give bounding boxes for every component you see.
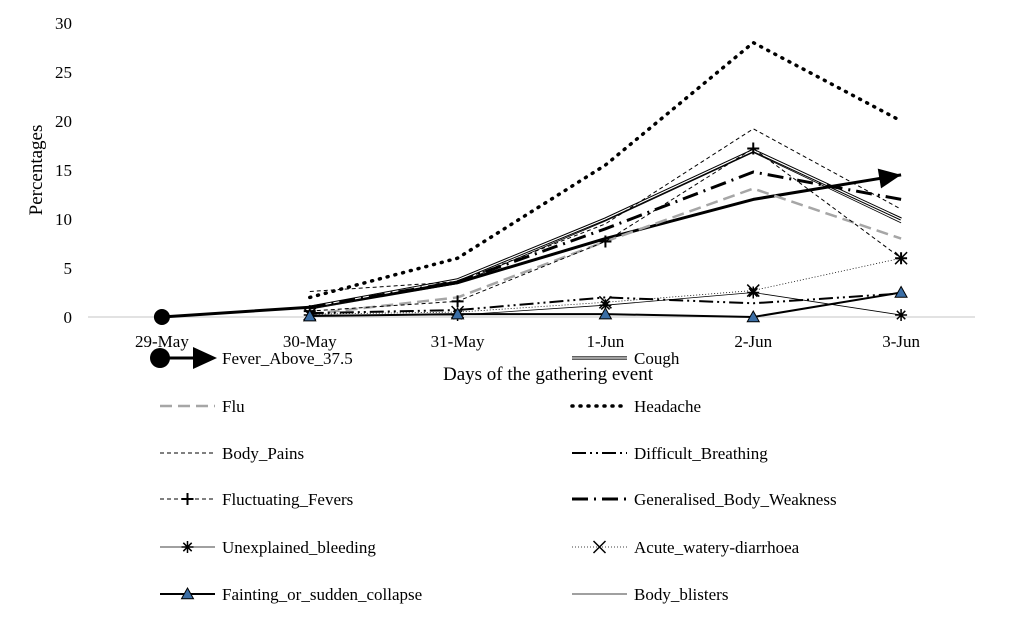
legend-label: Body_blisters [634, 585, 728, 604]
legend-point-marker [180, 586, 195, 600]
series-point-marker [598, 295, 612, 309]
legend-label: Acute_watery-diarrhoea [634, 538, 800, 557]
legend-circle-marker [150, 348, 170, 368]
legend-point-marker [181, 493, 194, 505]
legend-label: Fainting_or_sudden_collapse [222, 585, 422, 604]
chart-axes: 0 5 10 15 20 25 30 29-May 30-May 31-May 1-Jun 2-Jun… [55, 14, 975, 351]
legend-item-flu: Flu [160, 397, 245, 416]
series-line [309, 147, 902, 312]
series-line [309, 187, 902, 316]
legend-item-cough: Cough [572, 349, 680, 368]
x-tick-label: 3-Jun [882, 332, 920, 351]
legend-item-fever-above-37-5: Fever_Above_37.5 [150, 347, 353, 369]
legend-label: Body_Pains [222, 444, 304, 463]
series-line [309, 170, 902, 309]
series-point-marker [895, 309, 908, 322]
series-fainting-or-sudden-collapse [302, 285, 908, 323]
x-tick-label: 31-May [431, 332, 485, 351]
legend-label: Fluctuating_Fevers [222, 490, 353, 509]
series-point-marker [894, 285, 908, 298]
series-generalised-body-weakness [309, 170, 902, 309]
legend-item-body-pains: Body_Pains [160, 444, 304, 463]
x-tick-label: 30-May [283, 332, 337, 351]
x-tick-label: 29-May [135, 332, 189, 351]
legend-point-marker [181, 541, 194, 553]
legend-label: Flu [222, 397, 245, 416]
series-line [161, 173, 902, 319]
y-tick-label: 10 [55, 210, 72, 229]
y-tick-label: 5 [64, 259, 73, 278]
series-point-marker [302, 308, 317, 322]
y-tick-label: 20 [55, 112, 72, 131]
x-tick-label: 1-Jun [587, 332, 625, 351]
series-start-marker [153, 309, 170, 325]
legend-arrow-marker [193, 347, 217, 369]
legend-label: Headache [634, 397, 701, 416]
x-axis-title: Days of the gathering event [443, 364, 654, 385]
y-tick-label: 30 [55, 14, 72, 33]
series-line [309, 128, 902, 292]
series-point-marker [746, 284, 760, 298]
series-fever-above-37-5 [153, 168, 902, 325]
series-point-marker [599, 299, 612, 312]
legend-item-fainting-or-sudden-collapse: Fainting_or_sudden_collapse [160, 585, 422, 604]
series-point-marker [451, 295, 464, 308]
legend-item-headache: Headache [570, 397, 701, 416]
series-point-marker [894, 251, 908, 265]
legend-item-generalised-body-weakness: Generalised_Body_Weakness [572, 490, 837, 509]
legend-item-fluctuating-fevers: Fluctuating_Fevers [160, 490, 353, 509]
series-body-blisters [309, 152, 902, 310]
series-layer [153, 40, 908, 325]
series-line [308, 40, 903, 300]
legend-item-acute-watery-diarrhoea: Acute_watery-diarrhoea [572, 538, 800, 557]
y-tick-label: 15 [55, 161, 72, 180]
y-tick-label: 0 [64, 308, 73, 327]
series-body-pains [309, 128, 902, 292]
legend-item-difficult-breathing: Difficult_Breathing [572, 444, 768, 463]
legend-label: Unexplained_bleeding [222, 538, 376, 557]
legend-item-body-blisters: Body_blisters [572, 585, 728, 604]
legend-label: Generalised_Body_Weakness [634, 490, 837, 509]
series-flu [309, 187, 902, 316]
y-axis-title: Percentages [26, 125, 47, 216]
legend-label: Difficult_Breathing [634, 444, 768, 463]
legend-label: Cough [634, 349, 680, 368]
series-line [309, 152, 902, 310]
legend: Fever_Above_37.5 Cough Flu Headache Body_Pai… [150, 347, 837, 604]
y-tick-label: 25 [55, 63, 72, 82]
series-point-marker [450, 307, 465, 320]
series-arrow-head [877, 168, 902, 189]
legend-item-unexplained-bleeding: Unexplained_bleeding [160, 538, 376, 557]
series-point-marker [598, 307, 613, 320]
x-tick-label: 2-Jun [734, 332, 772, 351]
series-headache [308, 40, 903, 300]
series-point-marker [599, 235, 612, 248]
series-point-marker [747, 286, 760, 299]
legend-label: Fever_Above_37.5 [222, 349, 353, 368]
legend-point-marker [592, 540, 607, 554]
series-point-marker [746, 309, 761, 323]
